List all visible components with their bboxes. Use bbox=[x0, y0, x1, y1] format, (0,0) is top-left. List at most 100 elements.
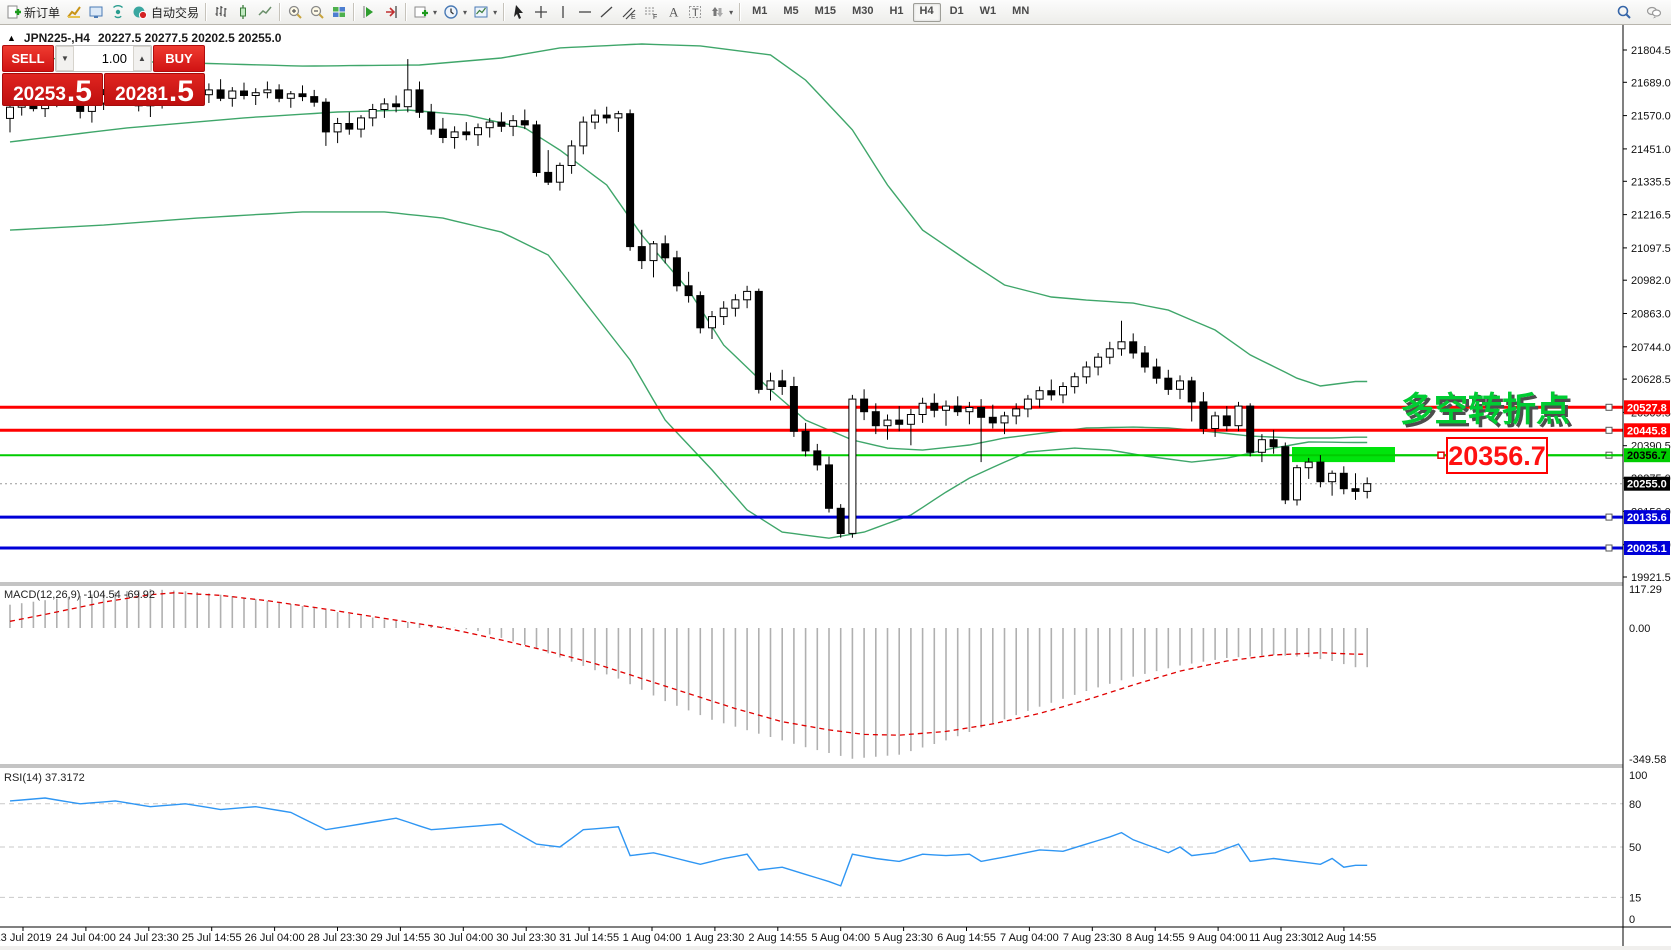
equidistant-channel-button[interactable]: E bbox=[618, 2, 640, 23]
time-tick-label: 30 Jul 04:00 bbox=[433, 932, 493, 944]
line-chart-icon bbox=[258, 6, 272, 16]
rsi-indicator: RSI(14) 37.3172 bbox=[0, 772, 1623, 898]
time-tick-label: 7 Aug 04:00 bbox=[1000, 932, 1059, 944]
candle bbox=[918, 402, 927, 415]
price-tick-label: 21335.5 bbox=[1631, 176, 1671, 188]
volume-input[interactable] bbox=[74, 46, 133, 71]
auto-scroll-button[interactable] bbox=[358, 2, 380, 23]
dropdown-caret-icon[interactable]: ▾ bbox=[433, 7, 438, 17]
hline-handle[interactable] bbox=[1605, 403, 1613, 411]
cursor-button[interactable] bbox=[508, 2, 530, 23]
arrows-icon bbox=[712, 7, 724, 17]
timeframe-m5-button[interactable]: M5 bbox=[783, 4, 799, 17]
collapse-arrow-icon[interactable]: ▲ bbox=[7, 33, 16, 43]
chart-symbol-period: JPN225-,H4 bbox=[23, 31, 90, 45]
timeframe-mn-button[interactable]: MN bbox=[1012, 4, 1030, 17]
zoom-in-button[interactable] bbox=[284, 2, 306, 23]
time-tick-label: 11 Aug 23:30 bbox=[1249, 932, 1313, 944]
auto-trading-label: 自动交易 bbox=[151, 5, 200, 20]
chart-window[interactable]: 多空转折点 多空转折点 20356.7 MACD(12,26,9) -104.54 -… bbox=[0, 25, 1671, 950]
timeframe-h1-button[interactable]: H1 bbox=[889, 4, 904, 17]
periods-icon bbox=[444, 5, 458, 19]
dropdown-caret-icon[interactable]: ▾ bbox=[463, 7, 468, 17]
search-button[interactable] bbox=[1613, 2, 1635, 23]
chart-ohlc-values: 20227.5 20277.5 20202.5 20255.0 bbox=[97, 31, 282, 45]
svg-text:20445.8: 20445.8 bbox=[1627, 425, 1667, 437]
hline-handle[interactable] bbox=[1605, 426, 1613, 434]
candle bbox=[380, 103, 389, 111]
terminal-button[interactable] bbox=[85, 2, 107, 23]
auto-trading-button[interactable]: 自动交易 bbox=[129, 2, 202, 23]
price-tick-label: 21804.5 bbox=[1631, 45, 1671, 57]
crosshair-button[interactable] bbox=[530, 2, 552, 23]
template-icon bbox=[474, 6, 488, 18]
candle bbox=[555, 164, 564, 183]
dropdown-caret-icon[interactable]: ▾ bbox=[493, 7, 498, 17]
macd-signal-line bbox=[9, 592, 1368, 736]
candle bbox=[649, 243, 658, 262]
candle bbox=[1129, 341, 1138, 354]
chart-shift-button[interactable] bbox=[380, 2, 402, 23]
new-chart-button[interactable]: ▾ bbox=[410, 2, 440, 23]
time-tick-label: 23 Jul 2019 bbox=[0, 932, 51, 944]
candle bbox=[836, 507, 845, 534]
candle bbox=[719, 307, 728, 318]
arrows-button[interactable]: ▾ bbox=[706, 2, 736, 23]
candle bbox=[895, 419, 904, 425]
zoom-out-button[interactable] bbox=[306, 2, 328, 23]
candle bbox=[672, 257, 681, 287]
text-label-button[interactable]: T bbox=[684, 2, 706, 23]
sell-button[interactable]: SELL bbox=[2, 45, 54, 72]
bar-chart-button[interactable] bbox=[210, 2, 232, 23]
candle bbox=[1234, 405, 1243, 427]
buy-price[interactable]: 20281 .5 bbox=[104, 73, 205, 106]
candle bbox=[544, 171, 553, 183]
time-tick-label: 9 Aug 04:00 bbox=[1189, 932, 1248, 944]
toolbar-right-icons bbox=[1613, 2, 1671, 23]
candle bbox=[333, 123, 342, 133]
buy-button[interactable]: BUY bbox=[153, 45, 205, 72]
price-tag-box[interactable] bbox=[1446, 437, 1548, 474]
tag-connector-handle[interactable] bbox=[1437, 451, 1445, 459]
candle bbox=[474, 127, 482, 136]
candle bbox=[626, 113, 635, 248]
line-chart-button[interactable] bbox=[254, 2, 276, 23]
signals-button[interactable] bbox=[107, 2, 129, 23]
chat-button[interactable] bbox=[1643, 2, 1665, 23]
text-button[interactable]: A bbox=[662, 2, 684, 23]
dropdown-caret-icon[interactable]: ▾ bbox=[729, 7, 734, 17]
volume-decrease-button[interactable]: ▼ bbox=[56, 46, 74, 71]
candle bbox=[357, 117, 365, 130]
cursor-icon bbox=[514, 5, 524, 19]
price-tick-label: 20863.0 bbox=[1631, 309, 1671, 321]
new-order-button[interactable]: 新订单 bbox=[2, 2, 63, 23]
market-watch-button[interactable] bbox=[63, 2, 85, 23]
fibonacci-button[interactable]: F bbox=[640, 2, 662, 23]
axis-tag-20135.6 bbox=[1624, 510, 1670, 525]
volume-increase-button[interactable]: ▲ bbox=[133, 46, 151, 71]
timeframe-w1-button[interactable]: W1 bbox=[979, 4, 997, 17]
hline-handle[interactable] bbox=[1605, 513, 1613, 521]
timeframe-d1-button[interactable]: D1 bbox=[949, 4, 964, 17]
timeframe-h4-button[interactable]: H4 bbox=[912, 2, 941, 22]
candlestick-chart-button[interactable] bbox=[232, 2, 254, 23]
horizontal-line-button[interactable] bbox=[574, 2, 596, 23]
timeframe-m30-button[interactable]: M30 bbox=[852, 4, 874, 17]
tile-windows-icon bbox=[333, 7, 346, 17]
tile-windows-button[interactable] bbox=[328, 2, 350, 23]
timeframe-m1-button[interactable]: M1 bbox=[752, 4, 768, 17]
hline-handle[interactable] bbox=[1605, 544, 1613, 552]
periods-button[interactable]: ▾ bbox=[440, 2, 470, 23]
sell-price[interactable]: 20253 .5 bbox=[2, 73, 103, 106]
template-button[interactable]: ▾ bbox=[470, 2, 500, 23]
trendline-button[interactable] bbox=[596, 2, 618, 23]
candle bbox=[696, 295, 705, 329]
bull-bear-turning-point-annotation[interactable]: 多空转折点 bbox=[1400, 391, 1570, 429]
candle bbox=[579, 121, 588, 147]
timeframe-m15-button[interactable]: M15 bbox=[814, 4, 837, 17]
vertical-line-button[interactable] bbox=[552, 2, 574, 23]
candle bbox=[1105, 348, 1114, 358]
candle bbox=[427, 111, 436, 130]
price-tick-label: 21097.5 bbox=[1631, 243, 1671, 255]
